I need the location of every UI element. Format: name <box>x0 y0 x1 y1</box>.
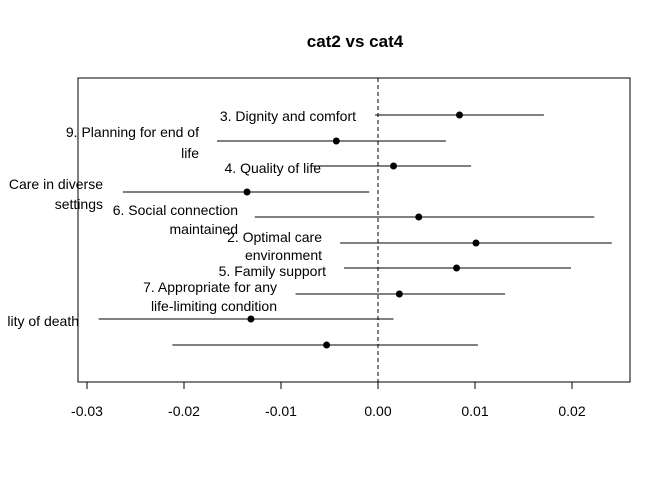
estimate-point <box>390 162 398 170</box>
estimate-point <box>243 188 251 196</box>
estimate-point <box>472 239 480 247</box>
row-label: 4. Quality of life <box>225 160 322 176</box>
row-label: 5. Family support <box>219 263 326 279</box>
estimate-point <box>247 315 255 323</box>
row-label: Care in diverse settings <box>9 176 103 212</box>
x-tick-label: 0.02 <box>558 403 585 419</box>
x-axis: -0.03 -0.02 -0.01 0.00 0.01 0.02 <box>71 381 586 419</box>
estimate-point <box>332 137 340 145</box>
confidence-intervals <box>98 111 612 349</box>
row-label: 3. Dignity and comfort <box>220 108 356 124</box>
row-label: 7. Appropriate for any life-limiting cond… <box>143 279 277 314</box>
estimate-point <box>455 111 463 119</box>
row-label: lity of death <box>7 313 79 329</box>
estimate-point <box>415 213 423 221</box>
estimate-point <box>395 290 403 298</box>
x-tick-label: 0.01 <box>461 403 488 419</box>
x-tick-label: 0.00 <box>364 403 391 419</box>
estimate-point <box>453 264 461 272</box>
chart-title: cat2 vs cat4 <box>307 32 404 51</box>
row-labels: 3. Dignity and comfort 9. Planning for en… <box>7 108 356 329</box>
row-label: 6. Social connection maintained <box>113 202 238 237</box>
row-label: 2. Optimal care environment <box>227 229 322 263</box>
x-tick-label: -0.01 <box>265 403 297 419</box>
estimate-point <box>323 341 331 349</box>
x-tick-label: -0.03 <box>71 403 103 419</box>
x-tick-label: -0.02 <box>168 403 200 419</box>
row-label: 9. Planning for end of life <box>66 124 199 161</box>
